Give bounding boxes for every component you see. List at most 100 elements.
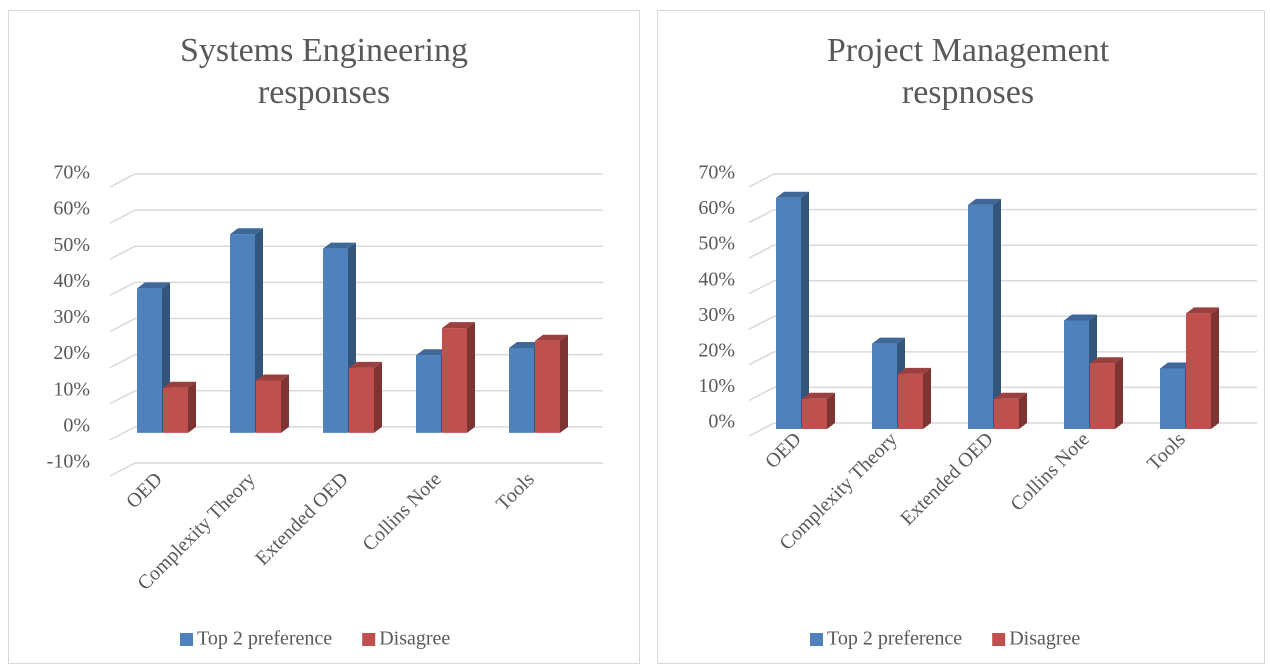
bar-front bbox=[442, 328, 467, 433]
y-tick-label: 60% bbox=[53, 198, 90, 220]
bar-top bbox=[509, 341, 542, 348]
legend-swatch bbox=[810, 633, 823, 646]
bar-front bbox=[1160, 368, 1185, 429]
grid-line bbox=[109, 245, 603, 260]
x-tick-label: Collins Note bbox=[358, 468, 446, 556]
chart-panel bbox=[8, 10, 640, 664]
bar-front bbox=[416, 355, 441, 433]
bar-side bbox=[1211, 307, 1219, 429]
bar-top bbox=[1186, 307, 1219, 314]
bar-front bbox=[163, 387, 188, 433]
bar-front bbox=[230, 234, 255, 433]
bar-side bbox=[1115, 357, 1123, 429]
x-tick-label: Tools bbox=[1143, 428, 1190, 475]
bar-top bbox=[898, 367, 931, 374]
bar-top bbox=[1090, 357, 1123, 364]
y-tick-label: 20% bbox=[698, 339, 735, 361]
bar-top bbox=[256, 374, 289, 381]
x-tick-label: Collins Note bbox=[1006, 428, 1094, 516]
x-tick-label: Tools bbox=[492, 468, 539, 515]
bar-front bbox=[776, 197, 801, 429]
bar-top bbox=[1064, 314, 1097, 321]
bar-top bbox=[872, 337, 905, 344]
bar-front bbox=[994, 398, 1019, 429]
bar-top bbox=[442, 322, 475, 329]
bar-front bbox=[256, 380, 281, 433]
legend-label: Disagree bbox=[1009, 628, 1080, 650]
bar-front bbox=[802, 398, 827, 429]
y-tick-label: 70% bbox=[53, 162, 90, 184]
grid-line bbox=[109, 281, 603, 297]
y-tick-label: 0% bbox=[708, 411, 735, 433]
grid-line bbox=[109, 209, 603, 224]
bar-front bbox=[323, 248, 348, 433]
y-tick-label: 10% bbox=[698, 375, 735, 397]
bar-front bbox=[968, 204, 993, 429]
y-tick-label: 70% bbox=[698, 162, 735, 184]
y-tick-label: -10% bbox=[47, 451, 90, 473]
legend-swatch bbox=[180, 633, 193, 646]
legend-swatch bbox=[992, 633, 1006, 646]
grid-line bbox=[748, 315, 1257, 330]
bar-front bbox=[1186, 313, 1211, 429]
bar-front bbox=[137, 288, 162, 433]
grid-line bbox=[748, 173, 1257, 188]
bar-top bbox=[416, 349, 449, 356]
chart-title: Systems Engineering responses bbox=[179, 32, 469, 111]
x-tick-label: Extended OED bbox=[896, 428, 998, 530]
chart-panel bbox=[657, 10, 1265, 664]
bar-side bbox=[801, 191, 809, 429]
bar-front bbox=[509, 347, 534, 433]
bar-top bbox=[776, 191, 809, 198]
bar-side bbox=[188, 381, 196, 433]
bar-front bbox=[349, 367, 374, 433]
grid-line bbox=[109, 317, 603, 333]
y-tick-label: 0% bbox=[63, 414, 90, 436]
grid-line bbox=[748, 279, 1257, 295]
x-tick-label: Extended OED bbox=[251, 468, 353, 570]
y-tick-label: 50% bbox=[698, 233, 735, 255]
bar-top bbox=[535, 334, 568, 341]
bar-side bbox=[467, 322, 475, 433]
bar-top bbox=[994, 392, 1027, 399]
bar-side bbox=[281, 374, 289, 433]
legend-label: Top 2 preference bbox=[197, 628, 332, 650]
bar-front bbox=[535, 340, 560, 433]
bar-top bbox=[968, 198, 1001, 205]
bar-top bbox=[802, 392, 835, 399]
y-tick-label: 40% bbox=[698, 268, 735, 290]
bar-side bbox=[923, 367, 931, 429]
bar-front bbox=[872, 343, 897, 429]
bar-side bbox=[1019, 392, 1027, 429]
legend-swatch bbox=[362, 633, 376, 646]
bar-top bbox=[230, 228, 263, 235]
y-tick-label: 50% bbox=[53, 234, 90, 256]
bar-top bbox=[1160, 362, 1193, 369]
bar-side bbox=[993, 198, 1001, 429]
grid-line bbox=[109, 462, 603, 477]
bar-front bbox=[1064, 320, 1089, 429]
bar-side bbox=[374, 361, 382, 433]
bar-side bbox=[827, 392, 835, 429]
y-tick-label: 30% bbox=[698, 304, 735, 326]
grid-line bbox=[748, 208, 1257, 224]
bar-front bbox=[898, 373, 923, 429]
y-tick-label: 30% bbox=[53, 306, 90, 328]
x-tick-label: OED bbox=[122, 468, 167, 513]
bar-front bbox=[1090, 363, 1115, 429]
bar-top bbox=[137, 282, 170, 289]
bar-top bbox=[323, 242, 356, 249]
y-tick-label: 60% bbox=[698, 197, 735, 219]
grid-line bbox=[748, 244, 1257, 259]
grid-line bbox=[109, 173, 603, 188]
bar-top bbox=[349, 361, 382, 368]
legend-label: Disagree bbox=[379, 628, 450, 650]
chart-title: Project Management respnoses bbox=[826, 32, 1110, 111]
y-tick-label: 10% bbox=[53, 378, 90, 400]
bar-top bbox=[163, 381, 196, 388]
y-tick-label: 20% bbox=[53, 342, 90, 364]
x-tick-label: OED bbox=[761, 428, 806, 473]
bar-side bbox=[560, 334, 568, 433]
